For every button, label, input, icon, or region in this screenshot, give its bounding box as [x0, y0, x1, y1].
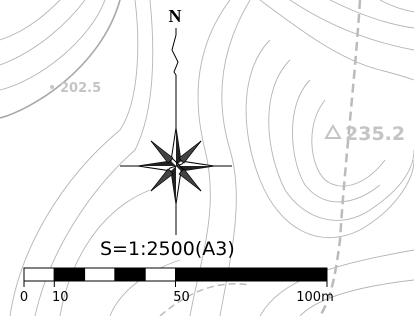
scale-label: 50: [173, 290, 190, 305]
scale-text: S=1:2500(A3): [100, 238, 235, 260]
scale-label: 100m: [296, 290, 333, 305]
scale-segment: [115, 268, 145, 281]
scale-label: 0: [20, 290, 28, 305]
scale-segment: [54, 268, 84, 281]
scale-segment: [85, 268, 115, 281]
scale-segment: [145, 268, 175, 281]
scale-label: 10: [52, 290, 69, 305]
spot-height: 202.5: [60, 81, 101, 96]
map: 202.5 235.2 N S=1:2500(A3) 0 10 50 100m: [0, 0, 414, 316]
north-label: N: [169, 6, 182, 26]
spot-height: 235.2: [345, 123, 405, 145]
scale-segment: [24, 268, 54, 281]
scale-segment: [176, 268, 328, 281]
spot-dot: [50, 85, 54, 89]
